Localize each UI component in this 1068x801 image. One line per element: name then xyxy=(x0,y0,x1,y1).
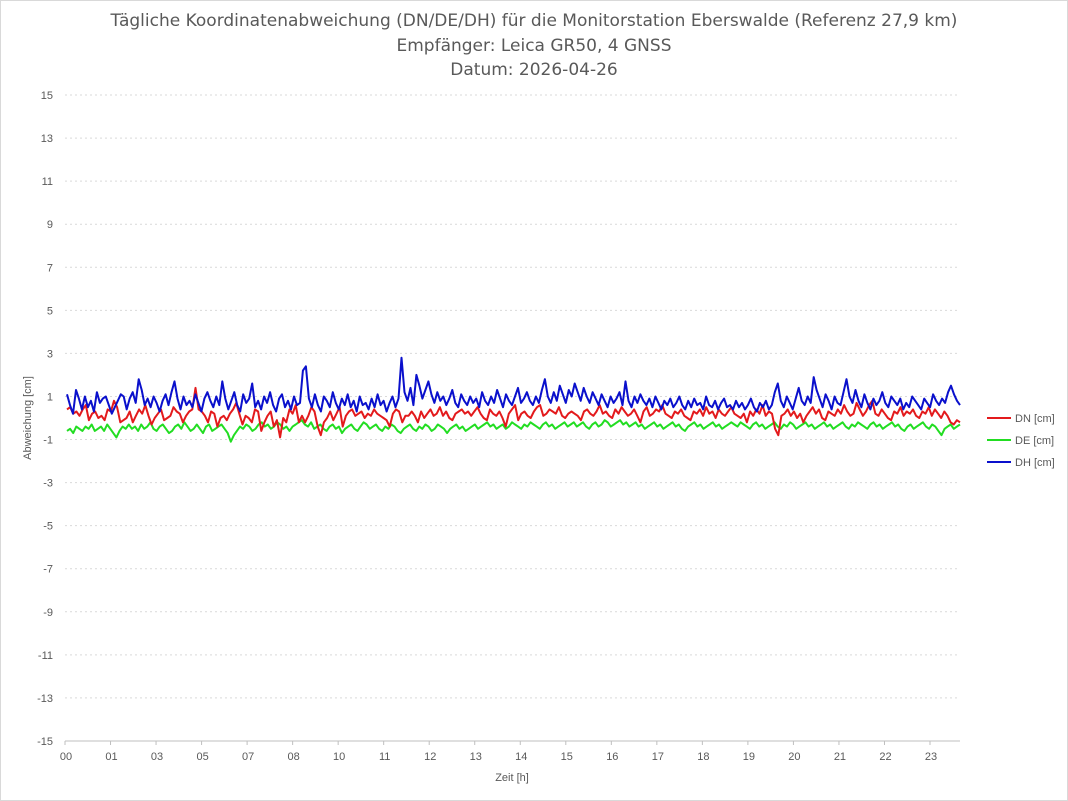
x-tick-label: 16 xyxy=(606,751,618,763)
y-tick-label: 1 xyxy=(47,391,53,403)
y-tick-label: -5 xyxy=(43,521,53,533)
y-axis-title: Abweichung [cm] xyxy=(22,376,34,460)
x-tick-label: 08 xyxy=(288,751,300,763)
x-tick-label: 20 xyxy=(788,751,800,763)
x-tick-label: 01 xyxy=(105,751,117,763)
x-tick-label: 19 xyxy=(743,751,755,763)
x-tick-label: 11 xyxy=(379,751,390,763)
y-tick-label: 7 xyxy=(47,262,53,274)
x-tick-label: 10 xyxy=(333,751,345,763)
x-tick-label: 17 xyxy=(652,751,664,763)
y-tick-label: 5 xyxy=(47,305,53,317)
y-tick-label: 11 xyxy=(42,176,53,188)
series-line-dn xyxy=(66,386,961,439)
x-tick-label: 07 xyxy=(242,751,254,763)
y-tick-label: -7 xyxy=(43,564,53,576)
y-tick-label: -11 xyxy=(38,650,53,662)
x-tick-label: 23 xyxy=(925,751,937,763)
y-tick-label: -15 xyxy=(37,736,53,748)
chart-date: Datum: 2026-04-26 xyxy=(450,60,618,80)
y-tick-label: 13 xyxy=(41,133,53,145)
y-tick-label: -9 xyxy=(43,607,53,619)
chart-subtitle: Empfänger: Leica GR50, 4 GNSS xyxy=(396,36,672,56)
y-tick-label: 9 xyxy=(47,219,53,231)
x-tick-label: 14 xyxy=(515,751,527,763)
chart-title: Tägliche Koordinatenabweichung (DN/DE/DH… xyxy=(110,11,958,31)
x-tick-label: 18 xyxy=(697,751,709,763)
legend-label: DH [cm] xyxy=(1015,457,1055,469)
y-tick-label: -13 xyxy=(37,693,53,705)
legend-label: DE [cm] xyxy=(1015,435,1054,447)
y-tick-label: 15 xyxy=(41,90,53,102)
x-axis-title: Zeit [h] xyxy=(495,772,529,784)
x-tick-label: 21 xyxy=(834,751,846,763)
x-tick-label: 00 xyxy=(60,751,72,763)
x-tick-label: 12 xyxy=(424,751,436,763)
x-tick-label: 13 xyxy=(470,751,482,763)
x-tick-label: 22 xyxy=(879,751,891,763)
y-tick-label: -3 xyxy=(43,478,53,490)
x-tick-label: 05 xyxy=(196,751,208,763)
series-line-de xyxy=(66,419,961,443)
y-tick-label: -1 xyxy=(43,435,53,447)
series-line-dh xyxy=(66,356,961,415)
legend-label: DN [cm] xyxy=(1015,413,1055,425)
x-tick-label: 15 xyxy=(561,751,573,763)
x-tick-label: 03 xyxy=(151,751,163,763)
y-tick-label: 3 xyxy=(47,348,53,360)
